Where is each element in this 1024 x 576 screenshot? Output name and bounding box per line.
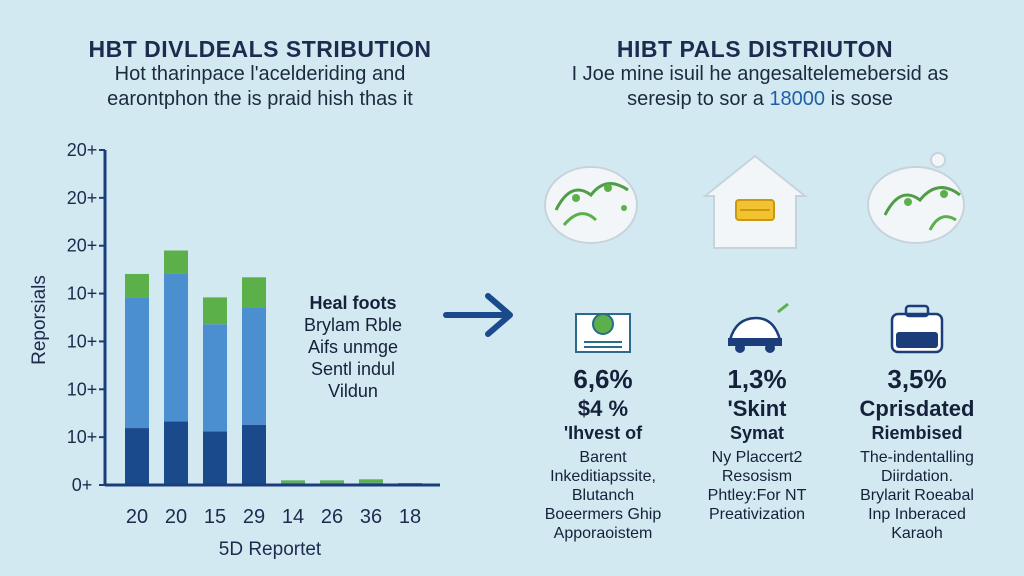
bar-segment-3: [281, 480, 305, 483]
stat-column-1: 6,6% $4 % 'Ihvest of Barent Inkeditiapss…: [518, 300, 688, 543]
y-tick-label: 10+: [67, 284, 98, 304]
house-icon: [702, 154, 808, 249]
stat-percentage: 3,5%: [887, 364, 947, 394]
bar-segment-3: [125, 273, 149, 298]
left-panel-subtitle: Hot tharinpace l'acelderiding and earont…: [50, 62, 470, 112]
y-tick-label: 20+: [67, 140, 98, 160]
annotation-line3: Aifs unmge: [307, 337, 399, 357]
x-axis-title: 5D Reportet: [219, 539, 322, 560]
stat-column-2: 1,3% 'Skint Symat Ny Placcert2 Resosism …: [672, 300, 842, 524]
annotation-line5: Vildun: [328, 381, 378, 401]
y-tick-label: 10+: [67, 427, 98, 447]
car-tools-icon: [728, 302, 789, 353]
stat-percentage: 6,6%: [573, 364, 633, 394]
x-tick-label: 20: [165, 506, 187, 528]
y-axis-title: Reporsials: [29, 275, 50, 365]
bar-segment-3: [320, 480, 344, 483]
x-tick-label: 18: [399, 506, 421, 528]
right-subtitle-text-a: seresip to sor a: [627, 88, 770, 110]
right-panel-title: HIBT PALS DISTRIUTON: [616, 36, 894, 62]
stat-description: Ny Placcert2 Resosism Phtley:For NT Prea…: [707, 449, 807, 523]
plant-rock-icon: [544, 166, 638, 244]
x-tick-label: 29: [243, 506, 265, 528]
briefcase-icon: [890, 304, 944, 354]
annotation-line1: Heal foots: [309, 293, 397, 313]
stat-column-3: 3,5% Cprisdated Riembised The-indentalli…: [832, 300, 1002, 543]
bar-segment-1: [125, 428, 149, 485]
bar-segment-1: [242, 424, 266, 485]
x-axis-labels: 20 20 15 29 14 26 36 18: [126, 506, 421, 528]
left-subtitle-line2: earontphon the is praid hish thas it: [107, 88, 413, 110]
stacked-bar-chart: 0+ 10+ 10+ 10+ 10+ 20+ 20+ 20+ 20 20 15 29 14 26 36 18…: [29, 140, 440, 560]
bar-segment-3: [203, 297, 227, 325]
bar-segment-2: [203, 324, 227, 432]
bar-segment-3: [164, 250, 188, 274]
right-subtitle-text-c: is sose: [825, 88, 893, 110]
annotation-line4: Sentl indul: [310, 359, 396, 379]
bar-segment-3: [242, 277, 266, 308]
y-tick-label: 10+: [67, 331, 98, 351]
left-panel-title: HBT DIVLDEALS STRIBUTION: [88, 36, 432, 62]
right-subtitle-highlight: 18000: [769, 88, 826, 110]
bar-segment-1: [164, 421, 188, 485]
bar-segment-1: [203, 431, 227, 485]
bar-segment-2: [164, 273, 188, 422]
stat-description: The-indentalling Diirdation. Brylarit Ro…: [860, 449, 974, 542]
stat-subtitle: Cprisdated: [859, 396, 975, 421]
y-tick-label: 20+: [67, 188, 98, 208]
award-certificate-icon: [575, 313, 631, 353]
y-tick-label: 0+: [72, 475, 93, 495]
bar-segment-2: [125, 297, 149, 429]
stat-label: Riembised: [871, 423, 963, 443]
x-tick-label: 15: [204, 506, 226, 528]
chart-annotation: Heal foots Brylam Rble Aifs unmge Sentl …: [278, 292, 428, 402]
y-tick-label: 20+: [67, 236, 98, 256]
x-tick-label: 20: [126, 506, 148, 528]
y-tick-label: 10+: [67, 379, 98, 399]
bar-segment-3: [359, 479, 383, 483]
plant-rock-icon: [867, 152, 965, 244]
stat-percentage: 1,3%: [727, 364, 787, 394]
bars-group: [125, 250, 422, 485]
right-panel-subtitle: I Joe mine isuil he angesaltelemebersid …: [525, 62, 995, 112]
stat-label: 'Ihvest of: [563, 423, 643, 443]
right-subtitle-line2: seresip to sor a 18000 is sose: [525, 87, 995, 112]
right-subtitle-line1: I Joe mine isuil he angesaltelemebersid …: [571, 63, 949, 85]
stat-subtitle: 'Skint: [727, 396, 787, 421]
x-tick-label: 26: [321, 506, 343, 528]
x-tick-label: 14: [282, 506, 304, 528]
right-arrow-icon: [443, 293, 513, 337]
left-subtitle-line1: Hot tharinpace l'acelderiding and: [114, 63, 406, 85]
bar-segment-2: [242, 307, 266, 425]
stat-subtitle: $4 %: [577, 396, 629, 421]
stat-label: Symat: [729, 423, 785, 443]
x-tick-label: 36: [360, 506, 382, 528]
annotation-line2: Brylam Rble: [303, 315, 403, 335]
y-axis-ticks: 0+ 10+ 10+ 10+ 10+ 20+ 20+ 20+: [67, 140, 105, 495]
stat-description: Barent Inkeditiapssite, Blutanch Boeerme…: [544, 449, 662, 542]
